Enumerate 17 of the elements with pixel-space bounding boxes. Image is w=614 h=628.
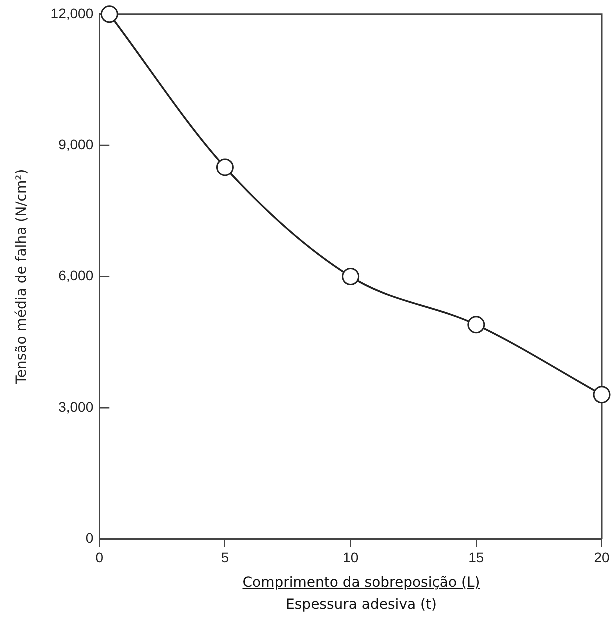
x-tick-label: 0 xyxy=(96,549,104,566)
point xyxy=(216,158,234,176)
y-tick-label: 3,000 xyxy=(58,398,94,415)
x-tick-label: 15 xyxy=(468,549,484,566)
point xyxy=(342,268,360,286)
y-axis-title: Tensão média de falha (N/cm²) xyxy=(14,169,30,386)
x-tick-label: 5 xyxy=(221,549,230,566)
x-tick-label: 10 xyxy=(343,549,359,566)
point xyxy=(593,386,611,404)
x-tick-label: 20 xyxy=(594,549,610,566)
y-tick-label: 9,000 xyxy=(58,136,94,152)
y-tick-label: 0 xyxy=(86,530,94,546)
y-tick-label: 6,000 xyxy=(58,268,94,284)
x-axis-title: Comprimento da sobreposição (L) Espessura adesiva (t) xyxy=(242,574,482,615)
point xyxy=(100,6,118,24)
y-tick-label: 12,000 xyxy=(50,5,94,22)
point xyxy=(468,316,486,334)
